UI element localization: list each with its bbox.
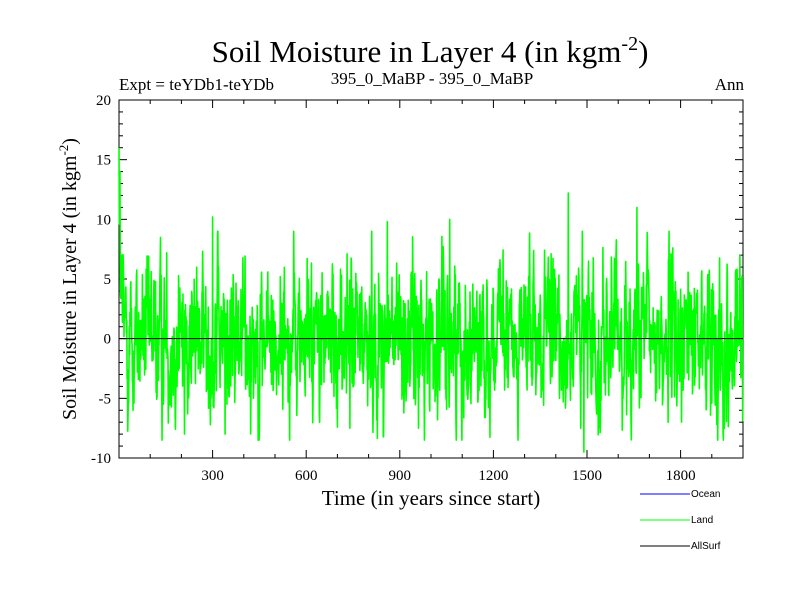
y-tick-label: -10 bbox=[91, 451, 111, 467]
y-tick-label: 15 bbox=[96, 153, 111, 169]
series-line-land bbox=[118, 147, 744, 453]
axis-ticks: -10 -5 0 5 10 15 20 300 600 900 1200 1500 1800 bbox=[91, 93, 743, 484]
x-tick-label: 1500 bbox=[572, 468, 602, 484]
legend-label-ocean: Ocean bbox=[691, 489, 720, 500]
x-tick-label: 1800 bbox=[666, 468, 696, 484]
y-tick-label: 20 bbox=[96, 93, 111, 109]
y-tick-label: 0 bbox=[104, 332, 112, 348]
subtitle-left: Expt = teYDb1-teYDb bbox=[119, 75, 274, 94]
x-tick-label: 900 bbox=[389, 468, 412, 484]
chart-title: Soil Moisture in Layer 4 (in kgm-2) bbox=[212, 33, 649, 69]
legend-label-land: Land bbox=[691, 515, 713, 526]
x-tick-label: 300 bbox=[201, 468, 224, 484]
y-tick-label: 10 bbox=[96, 212, 111, 228]
x-tick-label: 600 bbox=[295, 468, 318, 484]
x-axis-label: Time (in years since start) bbox=[322, 486, 541, 510]
legend-label-allsurf: AllSurf bbox=[691, 541, 721, 552]
series-layer bbox=[118, 147, 744, 453]
y-tick-label: -5 bbox=[99, 391, 112, 407]
subtitle-center: 395_0_MaBP - 395_0_MaBP bbox=[331, 69, 533, 88]
subtitle-right: Ann bbox=[715, 75, 745, 94]
x-tick-label: 1200 bbox=[478, 468, 508, 484]
y-tick-label: 5 bbox=[104, 272, 112, 288]
y-axis-label: Soil Moisture in Layer 4 (in kgm-2) bbox=[56, 138, 81, 420]
legend: Ocean Land AllSurf bbox=[640, 489, 721, 552]
